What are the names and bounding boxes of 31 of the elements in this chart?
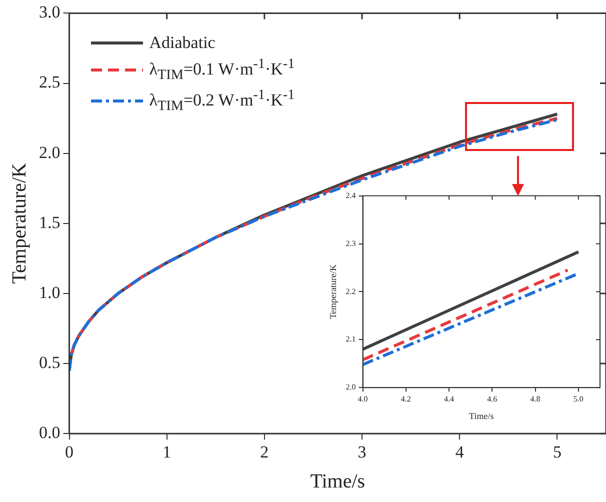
- x-tick-label: 1: [162, 442, 172, 462]
- y-tick-label: 2.3: [346, 238, 356, 248]
- legend-label: λ$_{TIM}$=0.2 W·m$^{-1}$·K$^{-1}$: [149, 86, 295, 116]
- y-tick-label: 1.0: [39, 282, 60, 302]
- y-tick-label: 2.0: [39, 142, 60, 162]
- x-tick-label: 4.2: [400, 394, 411, 404]
- x-tick-label: 0: [65, 442, 74, 462]
- legend-label: λ$_{TIM}$=0.1 W·m$^{-1}$·K$^{-1}$: [149, 54, 295, 86]
- y-tick-label: 3.0: [39, 2, 60, 22]
- legend-label: Adiabatic: [149, 32, 216, 54]
- x-axis-title: Time/s: [310, 470, 366, 492]
- y-tick-label: 2.0: [346, 382, 356, 392]
- y-axis-title: Temperature/K: [328, 264, 338, 319]
- x-axis-title: Time/s: [469, 410, 494, 421]
- y-tick-label: 0.5: [39, 353, 60, 372]
- y-axis-title: Temperature/K: [8, 162, 30, 284]
- x-tick-label: 4.6: [487, 394, 498, 404]
- y-tick-label: 2.1: [346, 334, 356, 344]
- x-tick-label: 2: [260, 442, 269, 462]
- x-tick-label: 4.8: [530, 394, 540, 404]
- y-tick-label: 0.0: [39, 423, 60, 442]
- x-tick-label: 4.0: [358, 394, 368, 404]
- y-tick-label: 2.5: [39, 72, 60, 92]
- x-tick-label: 4: [455, 442, 464, 462]
- y-tick-label: 2.4: [346, 190, 356, 200]
- y-tick-label: 1.5: [39, 212, 60, 232]
- x-tick-label: 3: [358, 442, 366, 462]
- x-tick-label: 5: [552, 442, 562, 462]
- y-tick-label: 2.2: [346, 286, 356, 296]
- x-tick-label: 4.4: [444, 394, 454, 404]
- x-tick-label: 5.0: [573, 394, 584, 404]
